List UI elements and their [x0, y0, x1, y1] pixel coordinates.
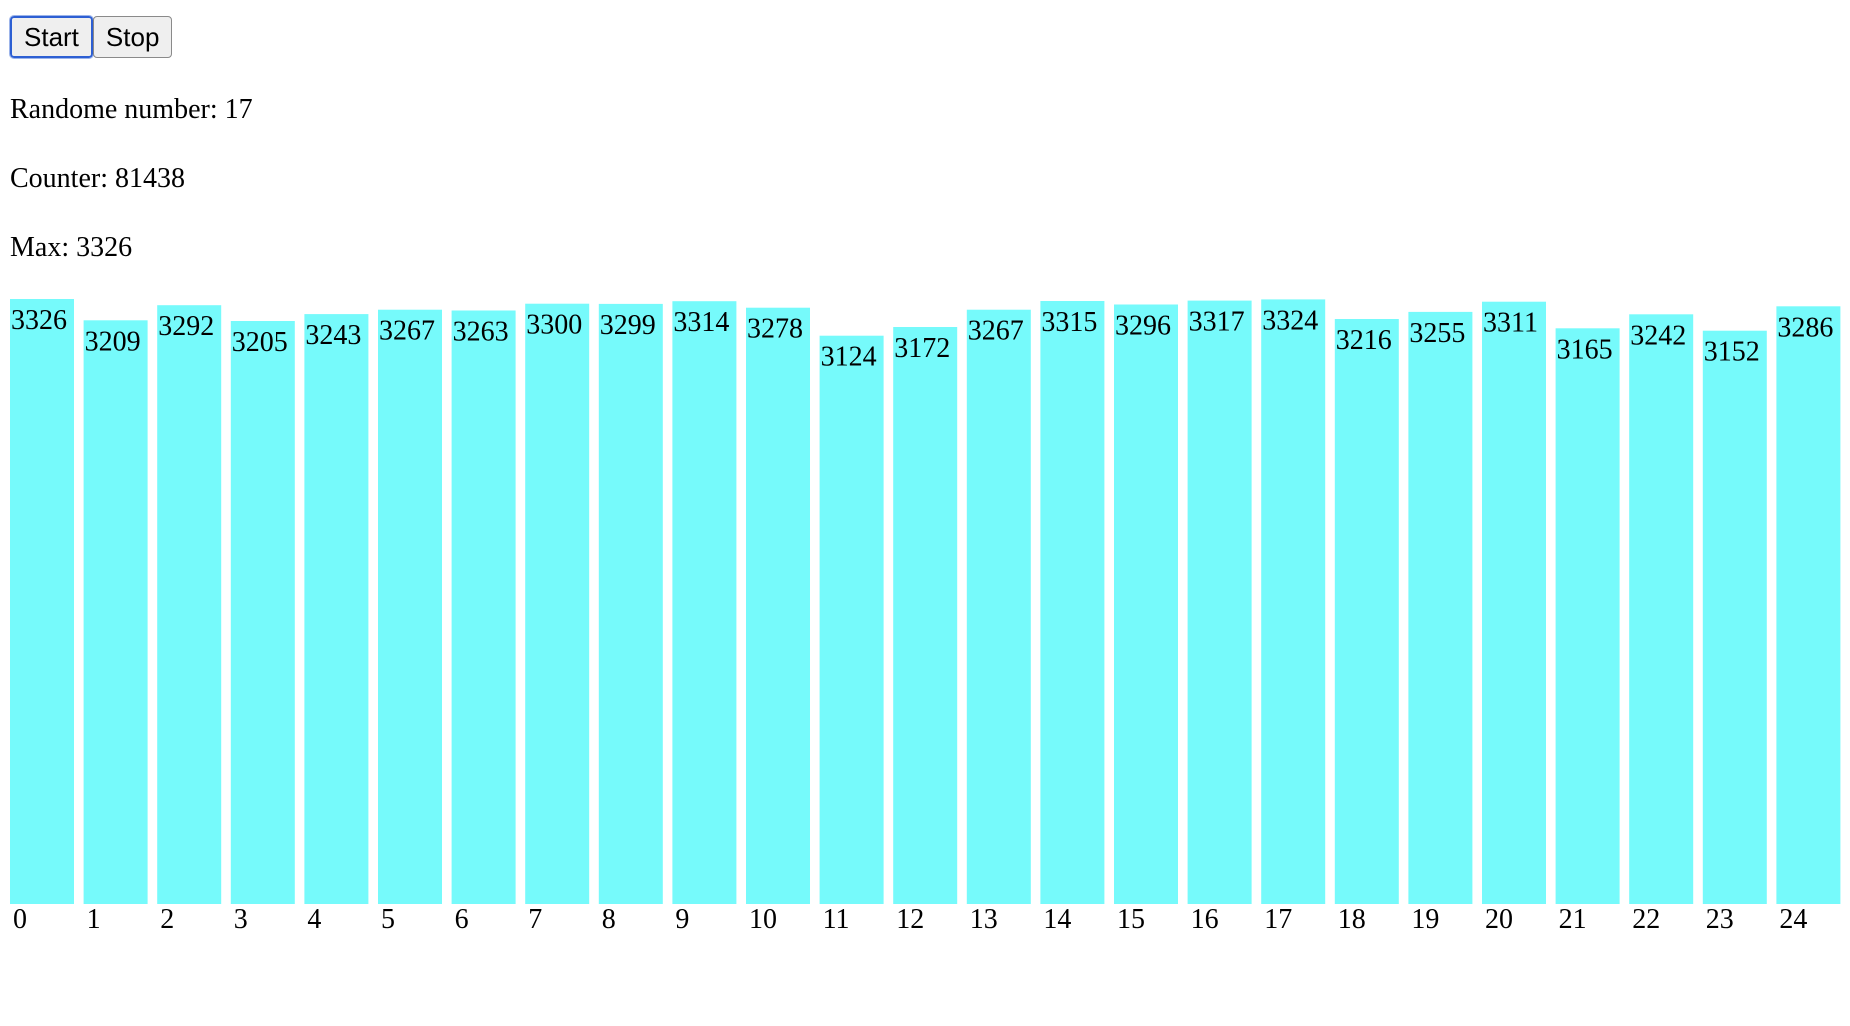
counter-line: Counter: 81438 — [10, 165, 185, 193]
bar-value-label: 3267 — [968, 316, 1024, 347]
bar-14 — [1040, 301, 1105, 904]
bar-value-label: 3165 — [1557, 334, 1613, 365]
controls-bar: Start Stop — [9, 15, 173, 59]
bar-18 — [1334, 319, 1399, 904]
category-label: 5 — [381, 904, 395, 935]
bar-16 — [1187, 300, 1252, 905]
bar-7 — [525, 303, 590, 904]
category-label: 12 — [896, 904, 924, 935]
bar-11 — [819, 335, 884, 904]
bar-value-label: 3300 — [526, 310, 582, 341]
bar-value-label: 3296 — [1115, 311, 1171, 342]
category-label: 9 — [675, 904, 689, 935]
bar-20 — [1482, 301, 1546, 904]
bar-13 — [966, 309, 1031, 904]
bar-value-label: 3242 — [1630, 320, 1686, 351]
category-label: 7 — [528, 904, 542, 935]
category-label: 19 — [1411, 904, 1439, 935]
bar-9 — [672, 301, 737, 904]
bar-17 — [1261, 299, 1326, 904]
category-label: 21 — [1559, 904, 1587, 935]
bar-value-label: 3209 — [85, 326, 141, 357]
category-label: 14 — [1043, 904, 1071, 935]
bar-value-label: 3317 — [1189, 307, 1245, 338]
category-label: 10 — [749, 904, 777, 935]
bar-15 — [1114, 304, 1178, 904]
bar-24 — [1776, 306, 1841, 904]
counter-label: Counter: — [10, 163, 115, 194]
bar-value-label: 3314 — [673, 307, 729, 338]
bar-value-label: 3216 — [1336, 325, 1392, 356]
bar-value-label: 3263 — [453, 317, 509, 348]
bar-value-label: 3324 — [1262, 305, 1318, 336]
bar-value-label: 3267 — [379, 316, 435, 347]
category-label: 6 — [455, 904, 469, 935]
bar-3 — [230, 321, 295, 904]
category-label: 0 — [13, 904, 27, 935]
bar-1 — [83, 320, 148, 904]
bar-value-label: 3255 — [1409, 318, 1465, 349]
bar-value-label: 3124 — [821, 342, 877, 373]
bar-value-label: 3205 — [232, 327, 288, 358]
max-line: Max: 3326 — [10, 234, 132, 262]
category-label: 13 — [970, 904, 998, 935]
random-number-value: 17 — [224, 94, 253, 125]
category-label: 22 — [1632, 904, 1660, 935]
bar-value-label: 3243 — [305, 320, 361, 351]
bar-0 — [10, 299, 74, 904]
category-label: 17 — [1264, 904, 1292, 935]
bar-value-label: 3326 — [11, 305, 67, 336]
category-label: 16 — [1191, 904, 1219, 935]
bar-5 — [378, 309, 442, 904]
random-number-line: Randome number: 17 — [10, 96, 253, 124]
counter-value: 81438 — [115, 163, 185, 194]
category-label: 2 — [160, 904, 174, 935]
bar-value-label: 3286 — [1777, 312, 1833, 343]
category-label: 4 — [307, 904, 321, 935]
random-number-label: Randome number: — [10, 94, 225, 125]
category-label: 3 — [234, 904, 248, 935]
bar-8 — [598, 303, 663, 904]
category-label: 20 — [1485, 904, 1513, 935]
bar-6 — [451, 310, 516, 904]
category-label: 23 — [1706, 904, 1734, 935]
bar-12 — [893, 327, 958, 904]
max-label: Max: — [10, 232, 77, 263]
bar-2 — [157, 305, 222, 904]
category-label: 15 — [1117, 904, 1145, 935]
bar-value-label: 3172 — [894, 333, 950, 364]
category-label: 1 — [87, 904, 101, 935]
category-label: 24 — [1779, 904, 1807, 935]
bar-value-label: 3278 — [747, 314, 803, 345]
stop-button[interactable]: Stop — [92, 16, 173, 58]
bar-19 — [1408, 311, 1473, 904]
start-button[interactable]: Start — [9, 15, 94, 59]
bar-4 — [304, 314, 369, 905]
bar-21 — [1555, 328, 1620, 904]
bar-22 — [1629, 314, 1694, 904]
category-label: 11 — [823, 904, 850, 935]
bar-value-label: 3299 — [600, 310, 656, 341]
bar-value-label: 3311 — [1483, 308, 1538, 339]
bar-value-label: 3315 — [1041, 307, 1097, 338]
bar-10 — [746, 307, 810, 904]
bar-value-label: 3152 — [1704, 337, 1760, 368]
bar-value-label: 3292 — [158, 311, 214, 342]
max-value: 3326 — [76, 232, 133, 263]
category-label: 8 — [602, 904, 616, 935]
bar-23 — [1702, 330, 1767, 904]
category-label: 18 — [1338, 904, 1366, 935]
